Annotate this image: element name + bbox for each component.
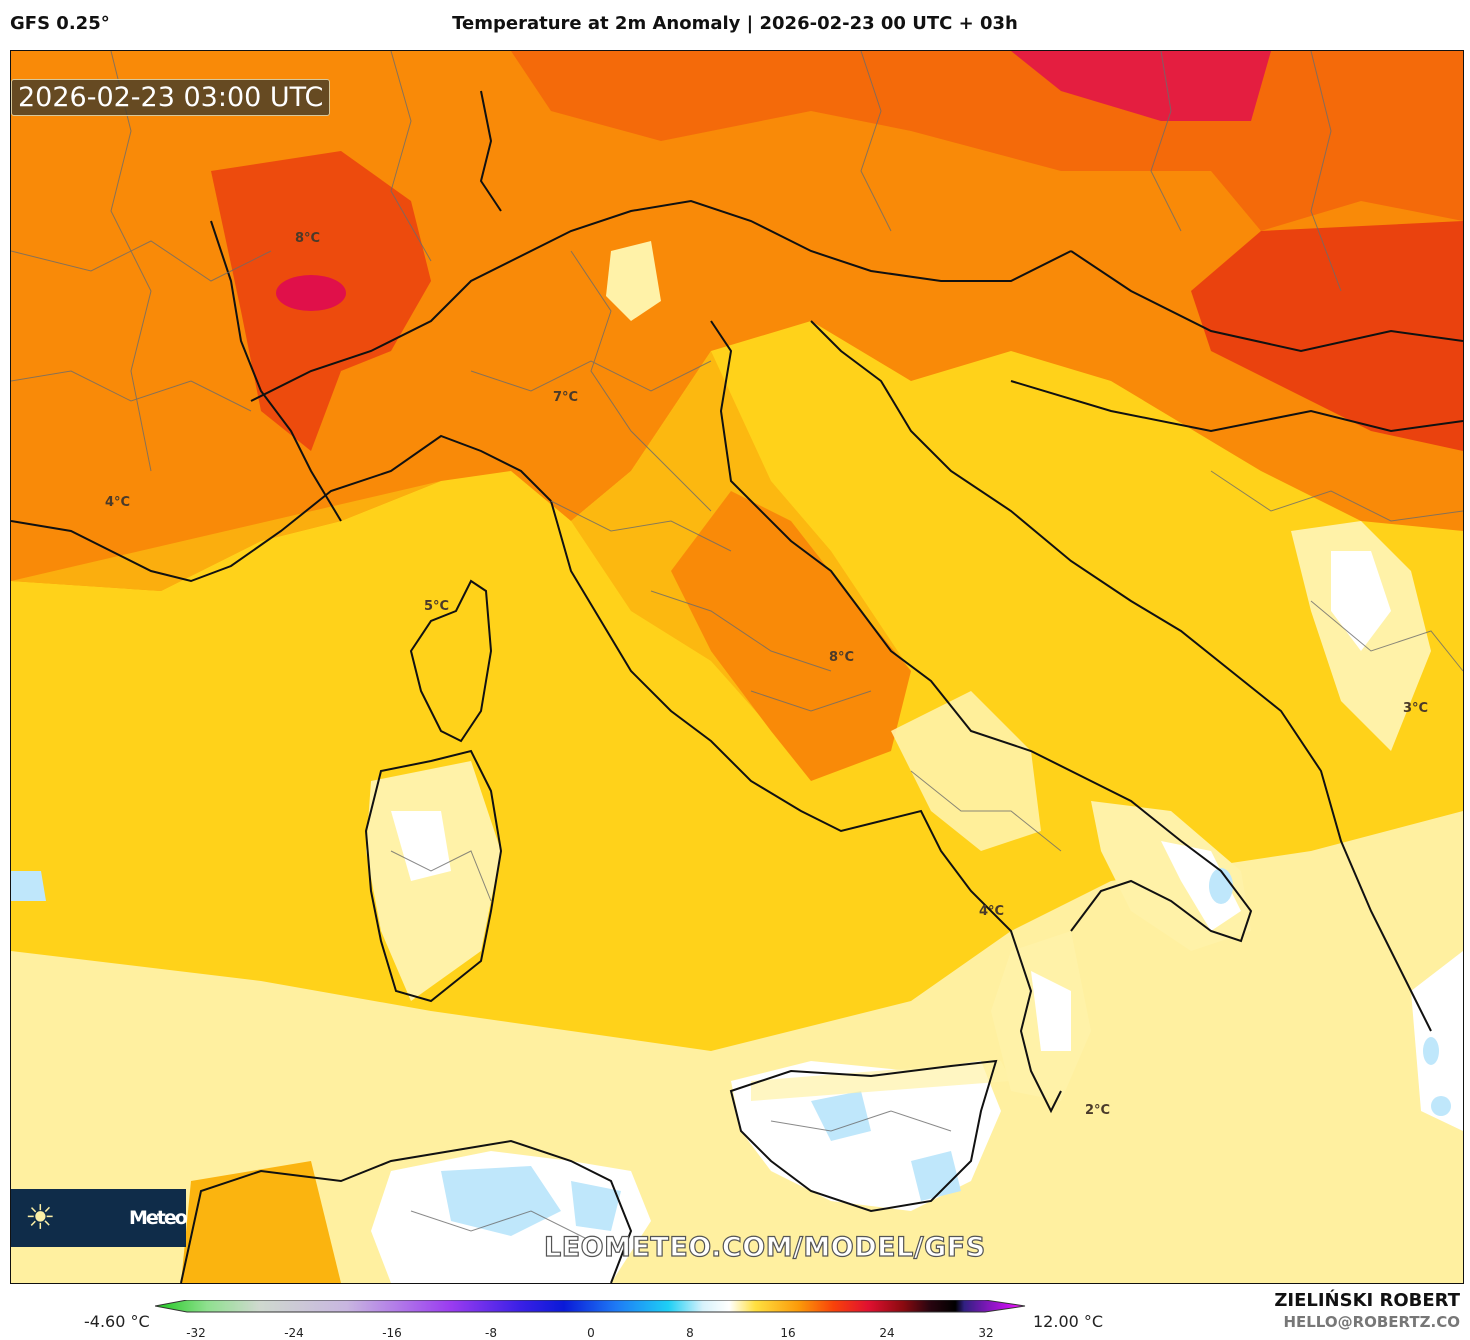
colorbar-tick: -8 — [485, 1326, 497, 1340]
colorbar — [155, 1300, 1026, 1313]
contour-label: 7°C — [553, 390, 579, 405]
author-name: ZIELIŃSKI ROBERT — [1274, 1290, 1460, 1311]
anomaly-map[interactable]: 2026-02-23 03:00 UTC 8°C 4°C 7°C 5°C 8°C… — [10, 50, 1464, 1284]
contour-label: 5°C — [424, 599, 450, 614]
model-name: GFS 0.25° — [10, 13, 110, 34]
contour-label: 4°C — [979, 904, 1005, 919]
colorbar-min-label: -4.60 °C — [84, 1312, 150, 1331]
author-credit: ZIELIŃSKI ROBERT HELLO@ROBERTZ.CO — [1274, 1290, 1460, 1331]
colorbar-tick: -16 — [382, 1326, 402, 1340]
colorbar-tick: 16 — [780, 1326, 796, 1340]
colorbar-tick: -32 — [186, 1326, 206, 1340]
meteo-logo[interactable]: ☀ Meteo — [11, 1189, 188, 1247]
colorbar-tick: 8 — [686, 1326, 694, 1340]
chart-title: Temperature at 2m Anomaly | 2026-02-23 0… — [452, 13, 1018, 34]
colorbar-tick: 24 — [879, 1326, 895, 1340]
contour-label: 4°C — [105, 495, 131, 510]
colorbar-tick: 0 — [587, 1326, 595, 1340]
contour-label: 8°C — [295, 231, 321, 246]
colorbar-tick: 32 — [978, 1326, 994, 1340]
source-watermark: LEOMETEO.COM/MODEL/GFS — [543, 1231, 986, 1263]
contour-label: 2°C — [1085, 1103, 1111, 1118]
colorbar-max-label: 12.00 °C — [1033, 1312, 1104, 1331]
contour-label: 3°C — [1403, 701, 1429, 716]
sun-icon: ☀ — [25, 1198, 56, 1238]
valid-time-badge: 2026-02-23 03:00 UTC — [11, 79, 331, 116]
temperature-field — [11, 51, 1463, 1283]
contour-label: 8°C — [829, 650, 855, 665]
author-email[interactable]: HELLO@ROBERTZ.CO — [1283, 1313, 1460, 1331]
logo-text: Meteo — [129, 1207, 188, 1229]
colorbar-tick: -24 — [284, 1326, 304, 1340]
